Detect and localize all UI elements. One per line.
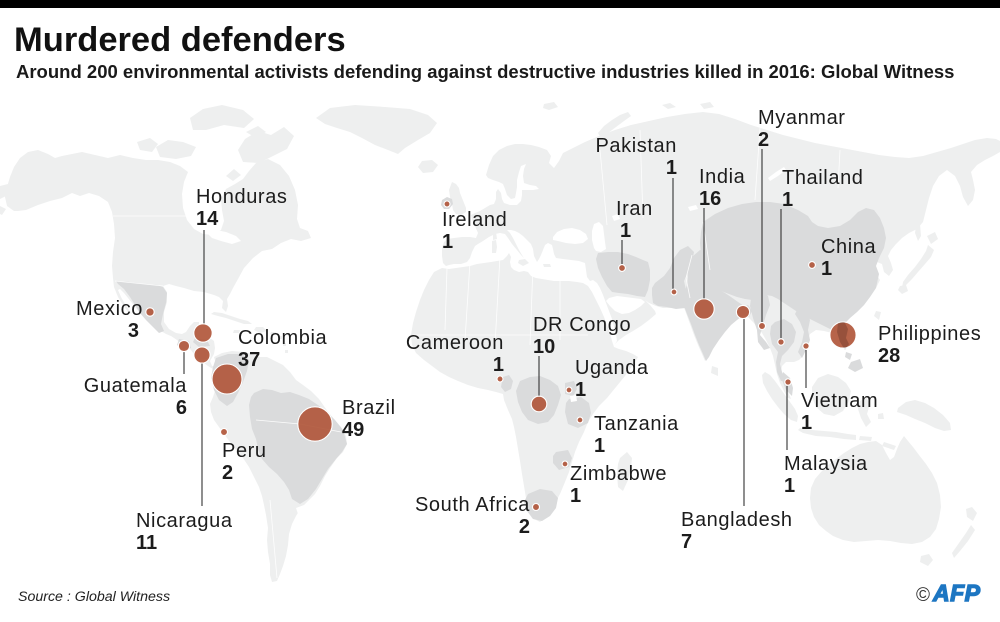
svg-text:2: 2 <box>222 462 233 484</box>
svg-text:Philippines: Philippines <box>878 323 981 345</box>
svg-text:10: 10 <box>533 336 555 358</box>
svg-text:Zimbabwe: Zimbabwe <box>570 463 667 485</box>
svg-text:28: 28 <box>878 345 900 367</box>
svg-text:1: 1 <box>801 412 812 434</box>
svg-text:South Africa: South Africa <box>415 494 530 516</box>
svg-text:Tanzania: Tanzania <box>594 413 679 435</box>
svg-text:1: 1 <box>620 220 631 242</box>
svg-text:1: 1 <box>666 157 677 179</box>
svg-text:2: 2 <box>519 516 530 538</box>
svg-text:1: 1 <box>570 485 581 507</box>
svg-text:Bangladesh: Bangladesh <box>681 509 793 531</box>
svg-text:Source : Global Witness: Source : Global Witness <box>18 589 170 605</box>
svg-text:Around 200 environmental activ: Around 200 environmental activists defen… <box>16 61 954 82</box>
svg-text:Honduras: Honduras <box>196 186 288 208</box>
svg-text:1: 1 <box>821 258 832 280</box>
svg-text:Guatemala: Guatemala <box>84 375 188 397</box>
svg-text:Colombia: Colombia <box>238 327 328 349</box>
svg-text:1: 1 <box>442 231 453 253</box>
svg-text:1: 1 <box>782 189 793 211</box>
svg-text:Pakistan: Pakistan <box>595 135 677 157</box>
svg-text:Iran: Iran <box>616 198 653 220</box>
svg-text:49: 49 <box>342 419 364 441</box>
svg-text:Cameroon: Cameroon <box>406 332 504 354</box>
svg-text:3: 3 <box>128 320 139 342</box>
svg-text:Malaysia: Malaysia <box>784 453 868 475</box>
svg-text:India: India <box>699 166 746 188</box>
svg-text:6: 6 <box>176 397 187 419</box>
svg-text:AFP: AFP <box>932 580 981 606</box>
svg-text:Nicaragua: Nicaragua <box>136 510 233 532</box>
svg-text:14: 14 <box>196 208 219 230</box>
svg-text:Murdered defenders: Murdered defenders <box>14 21 346 59</box>
svg-text:1: 1 <box>493 354 504 376</box>
svg-text:Peru: Peru <box>222 440 267 462</box>
svg-text:1: 1 <box>784 475 795 497</box>
svg-text:2: 2 <box>758 129 769 151</box>
svg-text:1: 1 <box>594 435 605 457</box>
svg-text:37: 37 <box>238 349 260 371</box>
svg-text:Mexico: Mexico <box>76 298 143 320</box>
svg-text:Brazil: Brazil <box>342 397 396 419</box>
svg-text:Myanmar: Myanmar <box>758 107 846 129</box>
svg-text:16: 16 <box>699 188 721 210</box>
svg-text:China: China <box>821 236 877 258</box>
svg-text:7: 7 <box>681 531 692 553</box>
svg-text:©: © <box>916 585 930 606</box>
svg-text:Ireland: Ireland <box>442 209 507 231</box>
svg-text:DR Congo: DR Congo <box>533 314 631 336</box>
svg-text:Thailand: Thailand <box>782 167 864 189</box>
svg-text:Uganda: Uganda <box>575 357 649 379</box>
svg-text:11: 11 <box>136 532 157 554</box>
svg-text:Vietnam: Vietnam <box>801 390 878 412</box>
svg-text:1: 1 <box>575 379 586 401</box>
